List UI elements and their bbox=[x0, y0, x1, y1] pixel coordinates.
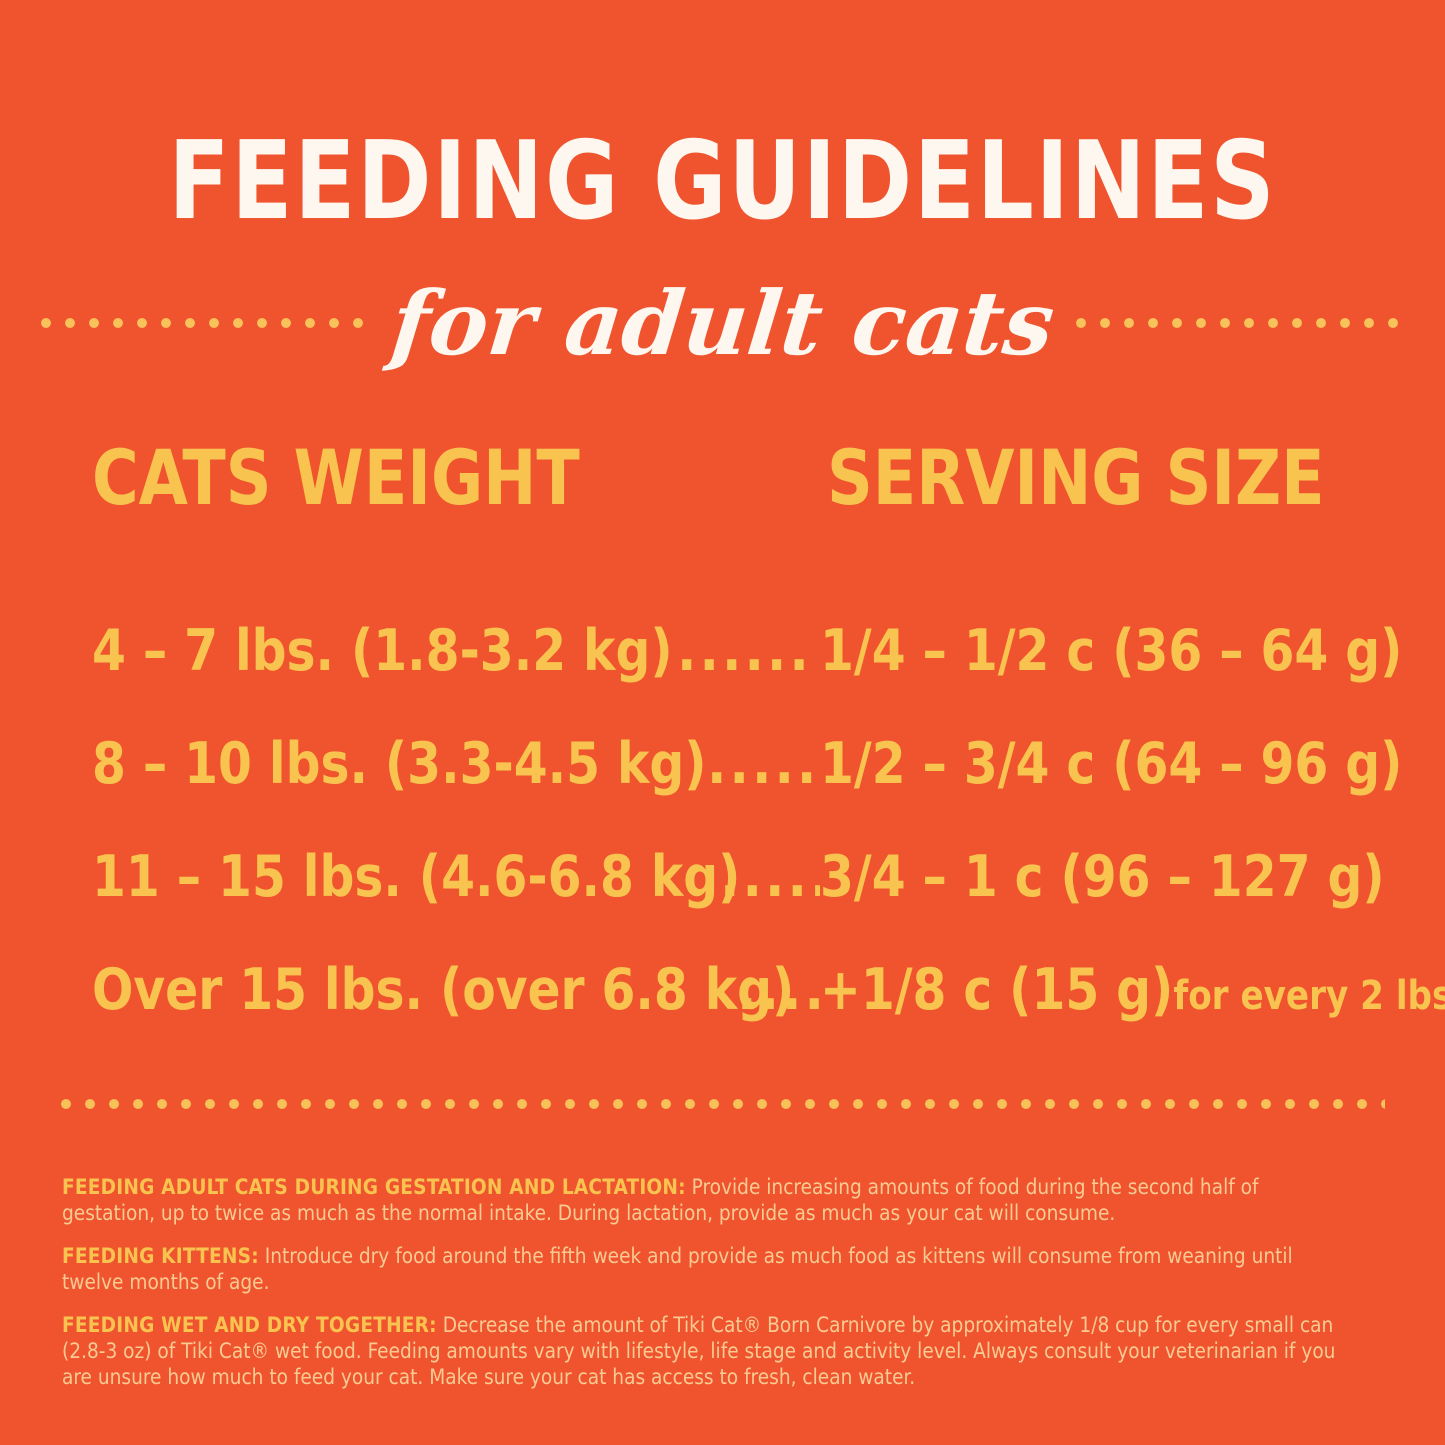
dot-leader: ......... bbox=[737, 957, 821, 1023]
page-subtitle: for adult cats bbox=[386, 271, 1059, 375]
note-gestation-lactation: FEEDING ADULT CATS DURING GESTATION AND … bbox=[62, 1175, 1339, 1227]
cell-serving-size: 1/2 – 3/4 c (64 – 96 g) bbox=[820, 731, 1403, 797]
page-title: FEEDING GUIDELINES bbox=[168, 119, 1277, 244]
note-text: Introduce dry food around the fifth week… bbox=[62, 1244, 1293, 1295]
subtitle-row: for adult cats bbox=[0, 258, 1445, 388]
table-row: 11 – 15 lbs. (4.6-6.8 kg) ........... 3/… bbox=[92, 821, 1385, 934]
cell-cats-weight: Over 15 lbs. (over 6.8 kg) bbox=[92, 957, 795, 1023]
fineprint-notes: FEEDING ADULT CATS DURING GESTATION AND … bbox=[62, 1175, 1392, 1408]
dot-leader: ........... bbox=[720, 844, 820, 910]
dot-leader: ............... bbox=[677, 618, 817, 684]
cell-serving-size: 3/4 – 1 c (96 – 127 g) bbox=[820, 844, 1385, 910]
note-label: FEEDING ADULT CATS DURING GESTATION AND … bbox=[62, 1175, 686, 1200]
serving-size-suffix: for every 2 lbs. bbox=[1173, 973, 1445, 1019]
section-divider bbox=[60, 1098, 1385, 1110]
cell-cats-weight: 4 – 7 lbs. (1.8-3.2 kg) bbox=[92, 618, 673, 684]
cell-cats-weight: 8 – 10 lbs. (3.3-4.5 kg) bbox=[92, 731, 707, 797]
note-label: FEEDING KITTENS: bbox=[62, 1244, 259, 1269]
table-row: Over 15 lbs. (over 6.8 kg) ......... +1/… bbox=[92, 934, 1445, 1047]
note-label: FEEDING WET AND DRY TOGETHER: bbox=[62, 1313, 437, 1338]
dotted-rule-left bbox=[39, 317, 370, 329]
cell-serving-size: 1/4 – 1/2 c (36 – 64 g) bbox=[820, 618, 1403, 684]
note-text: Provide increasing amounts of food durin… bbox=[62, 1175, 1259, 1226]
table-row: 4 – 7 lbs. (1.8-3.2 kg) ............... … bbox=[92, 595, 1402, 708]
note-text: Decrease the amount of Tiki Cat® Born Ca… bbox=[62, 1313, 1336, 1390]
table-row: 8 – 10 lbs. (3.3-4.5 kg) ............ 1/… bbox=[92, 708, 1402, 821]
cell-serving-size: +1/8 c (15 g)for every 2 lbs. bbox=[820, 934, 1445, 1053]
note-kittens: FEEDING KITTENS: Introduce dry food arou… bbox=[62, 1244, 1339, 1296]
table-header-row: CATS WEIGHT SERVING SIZE bbox=[92, 440, 1362, 530]
note-wet-and-dry: FEEDING WET AND DRY TOGETHER: Decrease t… bbox=[62, 1313, 1339, 1391]
dotted-rule-right bbox=[1075, 317, 1406, 329]
feeding-table-body: 4 – 7 lbs. (1.8-3.2 kg) ............... … bbox=[92, 595, 1445, 1047]
column-header-cats-weight: CATS WEIGHT bbox=[92, 433, 580, 522]
column-header-serving-size: SERVING SIZE bbox=[827, 433, 1325, 522]
cell-cats-weight: 11 – 15 lbs. (4.6-6.8 kg) bbox=[92, 844, 741, 910]
serving-size-value: +1/8 c (15 g) bbox=[820, 957, 1174, 1023]
dot-leader: ............ bbox=[707, 731, 819, 797]
